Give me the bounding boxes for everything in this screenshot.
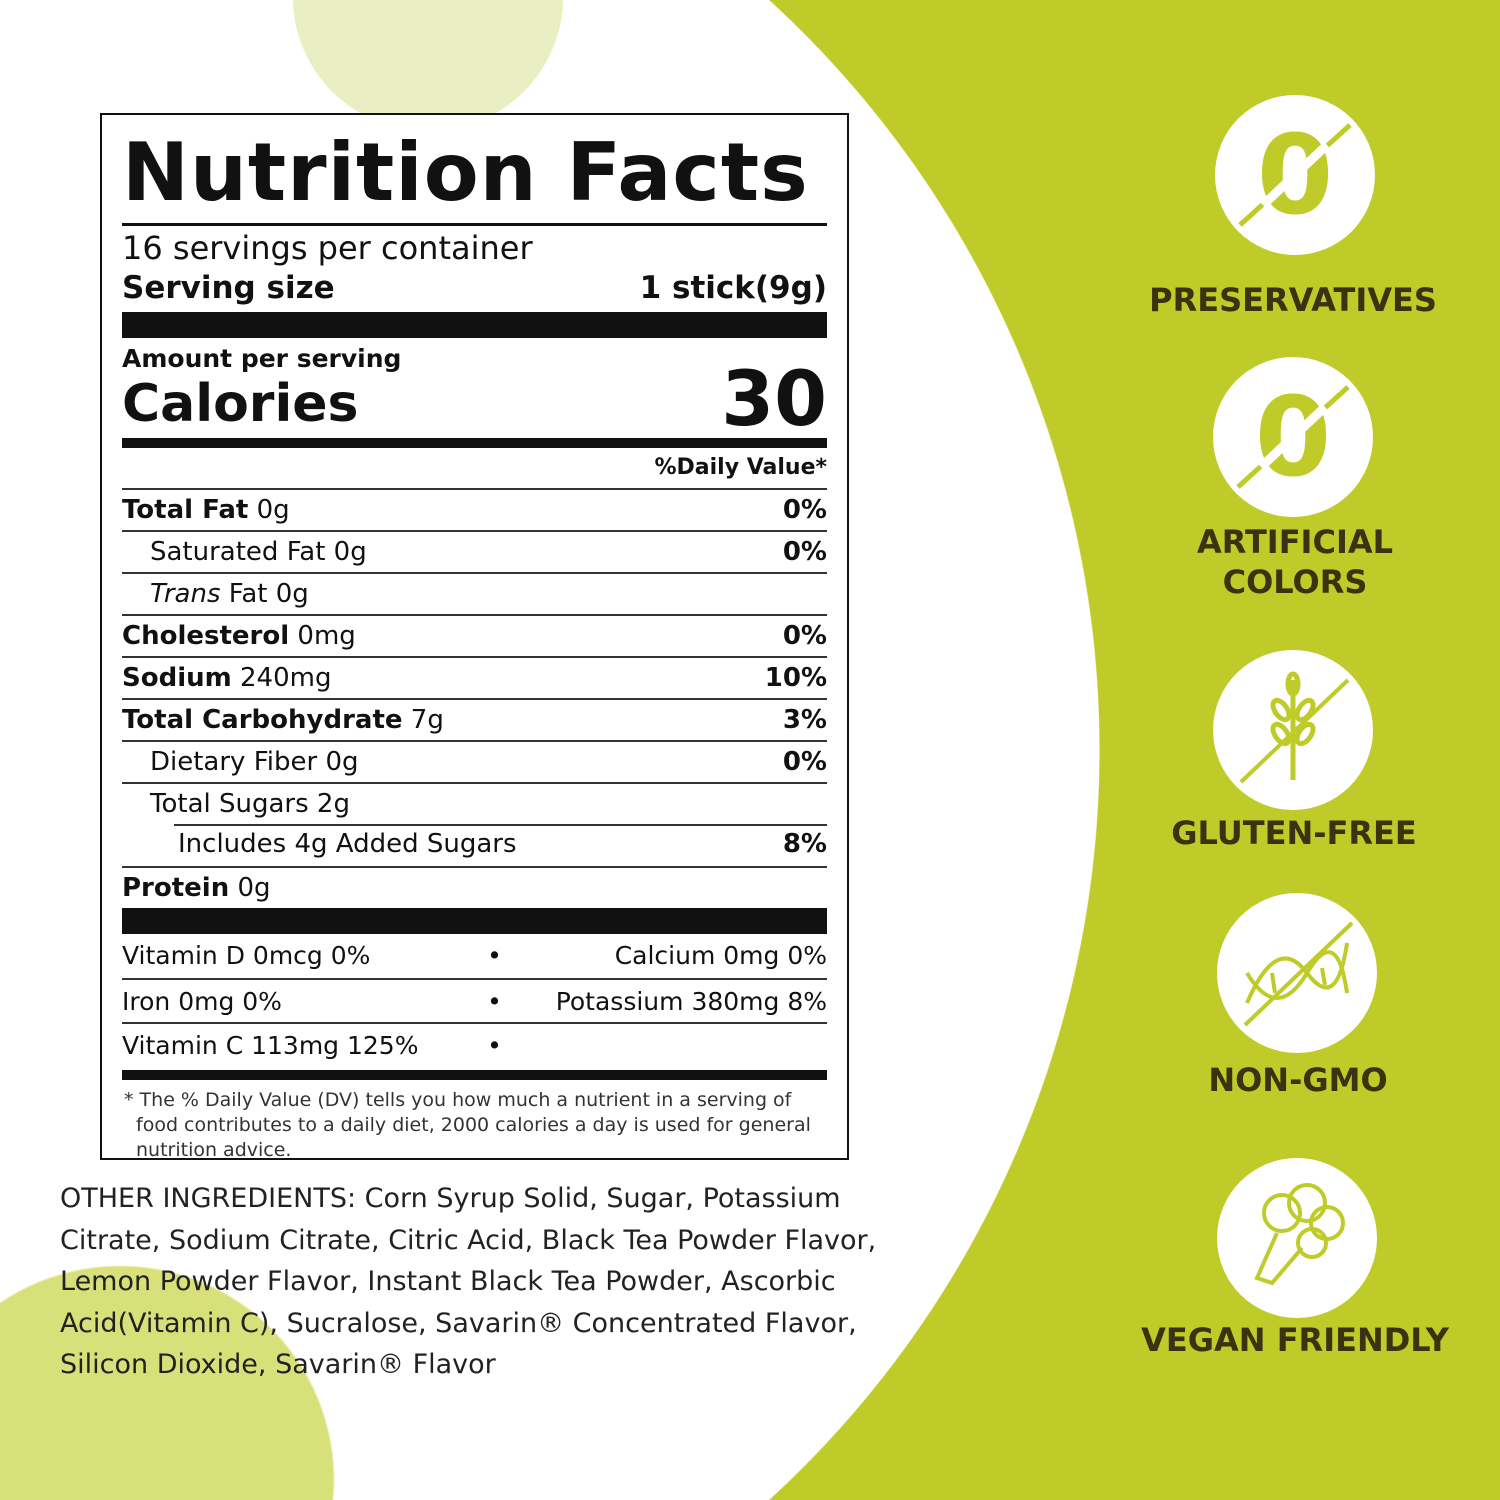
nutrient-row: Saturated Fat 0g 0%: [122, 530, 827, 572]
badge-non-gmo: [1217, 893, 1377, 1053]
amount-per-serving: Amount per serving: [122, 344, 402, 373]
serving-size-value: 1 stick(9g): [639, 270, 827, 306]
nutrient-dv: 10%: [764, 663, 827, 693]
nutrient-dv: 3%: [782, 705, 827, 735]
bullet: •: [487, 987, 502, 1016]
nutrient-row: Protein 0g: [122, 866, 827, 908]
other-ingredients: OTHER INGREDIENTS: Corn Syrup Solid, Sug…: [60, 1183, 877, 1380]
nutrient-dv: 0%: [782, 495, 827, 525]
nutrient-dv: 0%: [782, 621, 827, 651]
nutrient-name: Saturated Fat: [150, 537, 326, 567]
calories-row: Calories 30: [122, 361, 827, 437]
broccoli-icon: [1254, 1183, 1345, 1286]
nutrient-amount: 7g: [410, 705, 444, 735]
nutrient-amount: 0g: [325, 747, 359, 777]
footnote: * The % Daily Value (DV) tells you how m…: [124, 1089, 811, 1161]
badge-label: GLUTEN-FREE: [1171, 814, 1417, 852]
vitamin-row: Iron 0mg 0% • Potassium 380mg 8%: [122, 978, 827, 1022]
nutrient-name: Includes 4g Added Sugars: [178, 829, 517, 859]
nutrient-row: Total Fat 0g 0%: [122, 488, 827, 530]
nutrient-name: Sodium: [122, 663, 232, 693]
badge-artificial-colors: 0: [1213, 357, 1373, 517]
nutrient-row: Trans Fat 0g: [122, 572, 827, 614]
vitamin-list: Vitamin D 0mcg 0% • Calcium 0mg 0% Iron 0m…: [122, 934, 827, 1066]
nutrient-name: Total Carbohydrate: [122, 705, 403, 735]
thick-divider: [122, 312, 827, 338]
badge-gluten-free: [1213, 650, 1373, 810]
nutrition-facts-label: Nutrition Facts 16 servings per containe…: [100, 113, 849, 1161]
nutrient-row: Total Carbohydrate 7g 3%: [122, 698, 827, 740]
nutrient-dv: 0%: [782, 747, 827, 777]
nutrient-amount: 2g: [316, 789, 350, 819]
dna-icon: [1243, 921, 1354, 1027]
serving-size-label: Serving size: [122, 270, 335, 306]
daily-value-header: %Daily Value*: [654, 455, 827, 480]
medium-divider: [122, 438, 827, 448]
badge-label: NON-GMO: [1208, 1061, 1388, 1099]
nutrient-name: Dietary Fiber: [150, 747, 318, 777]
badge-label: ARTIFICIAL COLORS: [1196, 523, 1393, 601]
calories-label: Calories: [122, 374, 359, 434]
divider: [122, 223, 827, 226]
nutrient-name: Trans: [150, 579, 221, 609]
nutrient-name: Total Sugars: [150, 789, 309, 819]
bullet: •: [487, 1031, 502, 1060]
badge-label: PRESERVATIVES: [1149, 281, 1437, 319]
badge-vegan: [1217, 1158, 1377, 1318]
nutrient-amount: Fat 0g: [228, 579, 309, 609]
thick-divider: [122, 908, 827, 934]
bullet: •: [487, 941, 502, 970]
nutrient-dv: 0%: [782, 537, 827, 567]
medium-divider: [122, 1070, 827, 1080]
nutrient-name: Total Fat: [122, 495, 249, 525]
nutrient-list: Total Fat 0g 0% Saturated Fat 0g 0% Trans …: [122, 488, 827, 908]
servings-per-container: 16 servings per container: [122, 229, 533, 267]
nutrient-amount: 0g: [333, 537, 367, 567]
nutrient-amount: 240mg: [239, 663, 332, 693]
badge-preservatives: 0: [1215, 95, 1375, 255]
vitamin-right: [517, 1024, 827, 1066]
nutrient-row: Dietary Fiber 0g 0%: [122, 740, 827, 782]
vitamin-left: Iron 0mg 0%: [122, 987, 282, 1016]
vitamin-row: Vitamin C 113mg 125% •: [122, 1022, 827, 1066]
badge-label: VEGAN FRIENDLY: [1141, 1321, 1449, 1359]
vitamin-right: Potassium 380mg 8%: [555, 987, 827, 1016]
label-title: Nutrition Facts: [122, 126, 809, 219]
vitamin-left: Vitamin C 113mg 125%: [122, 1031, 419, 1060]
nutrient-row: Total Sugars 2g: [122, 782, 827, 824]
nutrient-dv: 8%: [782, 829, 827, 859]
nutrient-row: Includes 4g Added Sugars 8%: [122, 824, 827, 866]
calories-value: 30: [721, 354, 827, 443]
vitamin-right: Calcium 0mg 0%: [614, 941, 827, 970]
nutrient-amount: 0g: [237, 873, 271, 903]
vitamin-row: Vitamin D 0mcg 0% • Calcium 0mg 0%: [122, 934, 827, 978]
zero-icon: 0: [1236, 373, 1350, 501]
serving-size-row: Serving size 1 stick(9g): [122, 268, 827, 308]
nutrient-name: Protein: [122, 873, 230, 903]
nutrient-name: Cholesterol: [122, 621, 290, 651]
nutrient-row: Sodium 240mg 10%: [122, 656, 827, 698]
zero-icon: 0: [1238, 111, 1352, 239]
nutrient-amount: 0g: [256, 495, 290, 525]
nutrient-amount: 0mg: [297, 621, 356, 651]
vitamin-left: Vitamin D 0mcg 0%: [122, 941, 371, 970]
wheat-icon: [1239, 671, 1350, 784]
nutrient-row: Cholesterol 0mg 0%: [122, 614, 827, 656]
